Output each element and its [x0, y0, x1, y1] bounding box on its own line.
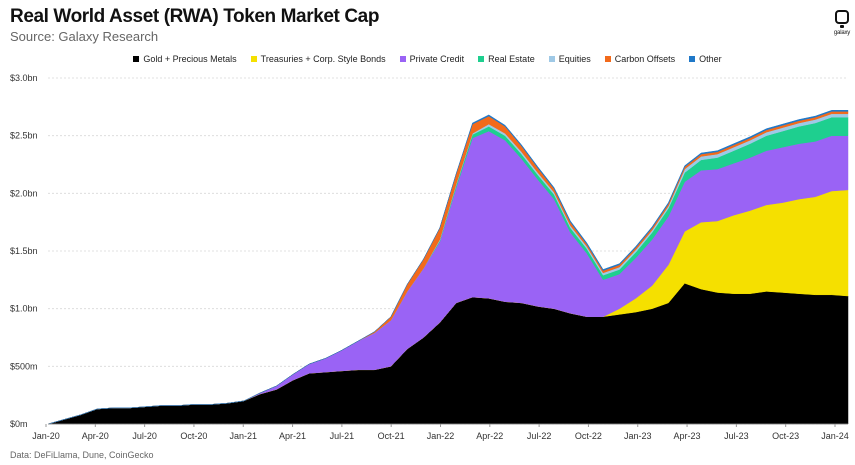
x-tick-label: Oct-20: [180, 431, 207, 441]
x-tick-label: Jul-21: [330, 431, 355, 441]
x-tick-label: Jul-23: [724, 431, 749, 441]
y-tick-label: $1.0bn: [10, 304, 38, 314]
x-tick-label: Jan-20: [32, 431, 60, 441]
legend-swatch: [604, 56, 611, 62]
data-source-note: Data: DeFiLlama, Dune, CoinGecko: [10, 450, 154, 460]
galaxy-logo-icon: [835, 10, 849, 28]
legend-item: Carbon Offsets: [604, 54, 676, 64]
chart-legend: Gold + Precious Metals Treasuries + Corp.…: [0, 54, 855, 64]
x-tick-label: Apr-20: [82, 431, 109, 441]
legend-swatch: [548, 56, 555, 62]
chart-subtitle: Source: Galaxy Research: [10, 29, 159, 44]
x-tick-label: Oct-21: [378, 431, 405, 441]
legend-swatch: [689, 56, 696, 62]
legend-item: Equities: [548, 54, 591, 64]
y-tick-label: $500m: [10, 361, 38, 371]
legend-item: Other: [689, 54, 722, 64]
x-tick-label: Jan-23: [624, 431, 652, 441]
legend-label: Equities: [558, 54, 591, 64]
x-tick-label: Oct-22: [575, 431, 602, 441]
y-tick-label: $1.5bn: [10, 246, 38, 256]
y-tick-label: $2.5bn: [10, 131, 38, 141]
legend-label: Private Credit: [409, 54, 465, 64]
legend-item: Gold + Precious Metals: [133, 54, 237, 64]
legend-item: Treasuries + Corp. Style Bonds: [250, 54, 386, 64]
x-tick-label: Jan-22: [427, 431, 455, 441]
x-tick-label: Jul-22: [527, 431, 552, 441]
legend-swatch: [478, 56, 485, 62]
chart-title: Real World Asset (RWA) Token Market Cap: [10, 6, 380, 27]
legend-label: Carbon Offsets: [614, 54, 676, 64]
galaxy-logo: galaxy: [833, 10, 851, 36]
legend-label: Real Estate: [488, 54, 535, 64]
legend-label: Gold + Precious Metals: [143, 54, 237, 64]
legend-swatch: [133, 56, 140, 62]
y-tick-label: $3.0bn: [10, 73, 38, 83]
x-tick-label: Oct-23: [772, 431, 799, 441]
legend-swatch: [399, 56, 406, 62]
legend-swatch: [250, 56, 257, 62]
x-tick-label: Jan-24: [821, 431, 849, 441]
galaxy-logo-text: galaxy: [833, 30, 851, 36]
x-tick-label: Jan-21: [229, 431, 257, 441]
legend-label: Treasuries + Corp. Style Bonds: [260, 54, 386, 64]
legend-label: Other: [699, 54, 722, 64]
x-tick-label: Apr-22: [476, 431, 503, 441]
x-tick-label: Apr-23: [674, 431, 701, 441]
y-tick-label: $0m: [10, 419, 28, 429]
legend-item: Real Estate: [478, 54, 535, 64]
area-series-other: [47, 110, 849, 425]
legend-item: Private Credit: [399, 54, 465, 64]
x-tick-label: Jul-20: [132, 431, 157, 441]
y-tick-label: $2.0bn: [10, 188, 38, 198]
x-tick-label: Apr-21: [279, 431, 306, 441]
